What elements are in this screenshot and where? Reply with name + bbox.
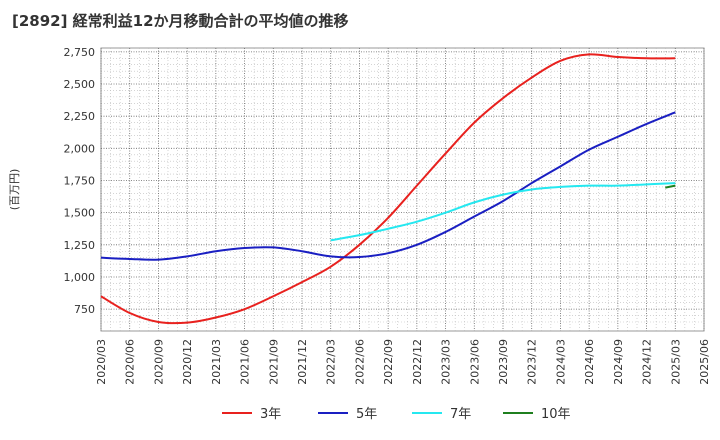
x-tick-label: 2020/09 — [152, 339, 165, 385]
y-tick-label: 1,250 — [64, 239, 96, 252]
y-tick-label: 2,000 — [64, 142, 96, 155]
legend-label: 5年 — [356, 407, 377, 422]
legend-label: 7年 — [450, 407, 471, 422]
legend-label: 3年 — [260, 407, 281, 422]
x-tick-label: 2021/12 — [296, 339, 309, 385]
axis-layer: 750 1,000 1,250 1,500 1,750 2,000 2,250 2,500 2,… — [8, 46, 711, 385]
x-tick-label: 2020/12 — [181, 339, 194, 385]
series-line — [665, 184, 676, 189]
y-tick-label: 2,250 — [64, 110, 96, 123]
x-tick-label: 2024/03 — [554, 339, 567, 385]
series-line — [100, 111, 676, 261]
x-tick-label: 2022/06 — [353, 339, 366, 385]
x-tick-label: 2023/09 — [497, 339, 510, 385]
series-line — [100, 53, 676, 325]
y-axis-label: (百万円) — [8, 169, 21, 211]
y-tick-label: 1,750 — [64, 174, 96, 187]
y-tick-label: 1,500 — [64, 207, 96, 220]
x-tick-label: 2023/12 — [526, 339, 539, 385]
grid-layer — [100, 47, 705, 332]
legend-label: 10年 — [541, 407, 571, 422]
x-tick-label: 2022/09 — [382, 339, 395, 385]
plot-frame — [100, 47, 705, 332]
x-tick-label: 2025/03 — [669, 339, 682, 385]
x-tick-label: 2023/06 — [468, 339, 481, 385]
x-tick-label: 2021/06 — [239, 339, 252, 385]
x-tick-label: 2021/03 — [210, 339, 223, 385]
y-tick-label: 1,000 — [64, 271, 96, 284]
legend-layer: 3年 5年 7年 10年 — [222, 407, 571, 422]
y-tick-label: 750 — [74, 303, 95, 316]
x-tick-label: 2020/03 — [95, 339, 108, 385]
y-tick-label: 2,750 — [64, 46, 96, 59]
x-tick-label: 2024/06 — [583, 339, 596, 385]
x-tick-label: 2021/09 — [267, 339, 280, 385]
x-tick-label: 2022/03 — [325, 339, 338, 385]
series-layer — [100, 53, 676, 325]
x-tick-label: 2024/09 — [612, 339, 625, 385]
y-tick-label: 2,500 — [64, 78, 96, 91]
x-tick-label: 2020/06 — [124, 339, 137, 385]
x-tick-label: 2024/12 — [641, 339, 654, 385]
chart-title: [2892] 経常利益12か月移動合計の平均値の推移 — [12, 12, 349, 30]
x-tick-label: 2023/03 — [440, 339, 453, 385]
x-tick-label: 2025/06 — [698, 339, 711, 385]
x-tick-label: 2022/12 — [411, 339, 424, 385]
series-line — [330, 182, 676, 242]
